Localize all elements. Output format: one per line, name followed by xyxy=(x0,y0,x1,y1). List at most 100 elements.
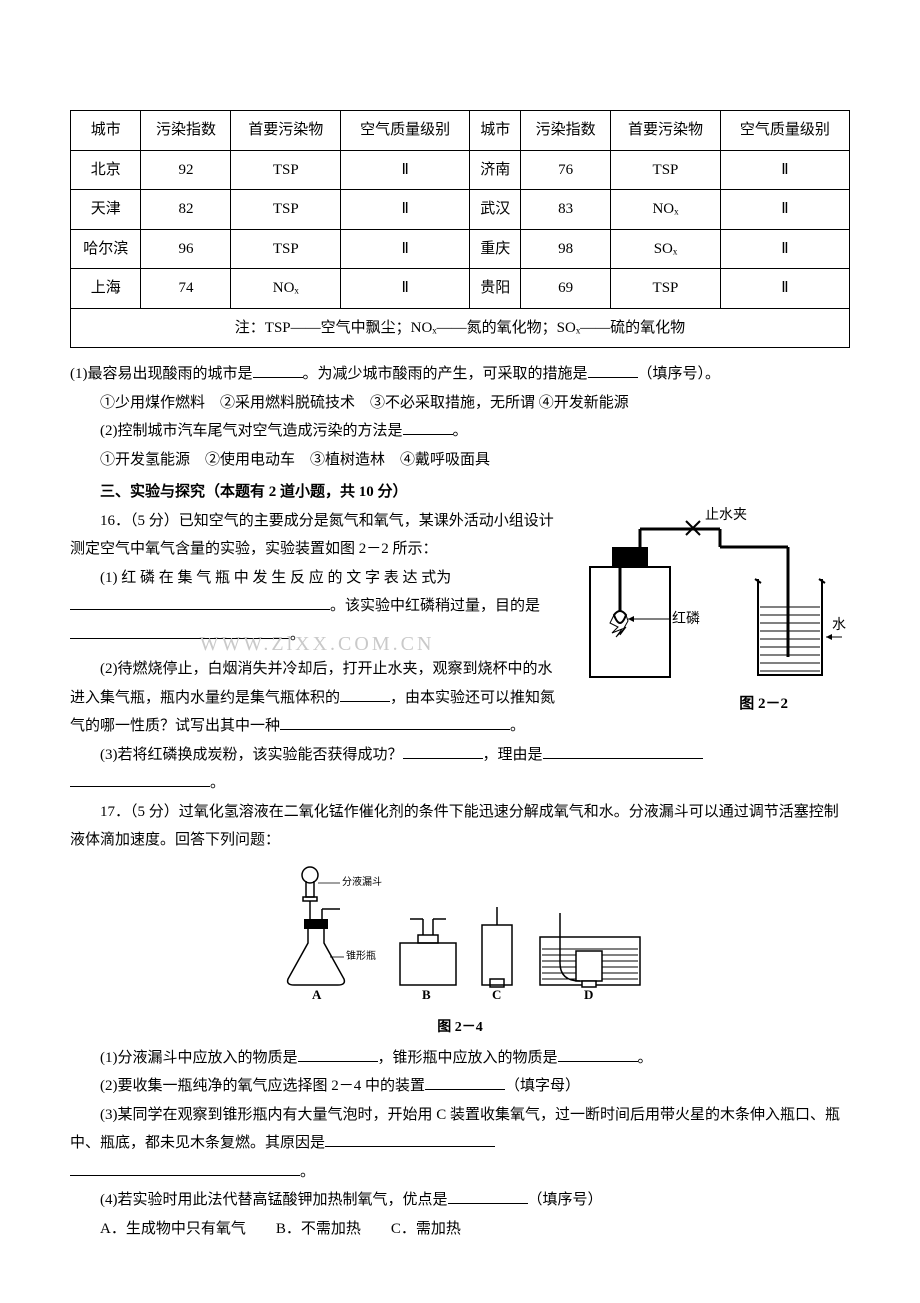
td: TSP xyxy=(611,150,721,190)
td: 哈尔滨 xyxy=(71,229,141,269)
table-footnote-row: 注：TSP——空气中飘尘；NOₓ——氮的氧化物；SOₓ——硫的氧化物 xyxy=(71,308,850,348)
td: 武汉 xyxy=(470,190,521,230)
text: 。 xyxy=(453,423,468,439)
q17-lead: 17．（5 分）过氧化氢溶液在二氧化锰作催化剂的条件下能迅速分解成氧气和水。分液… xyxy=(70,798,850,855)
th: 城市 xyxy=(71,111,141,151)
text: （填序号） xyxy=(528,1192,603,1208)
td: Ⅱ xyxy=(341,269,470,309)
td: 重庆 xyxy=(470,229,521,269)
td: TSP xyxy=(611,269,721,309)
label-A: A xyxy=(312,987,322,1002)
text: ，锥形瓶中应放入的物质是 xyxy=(378,1050,558,1066)
text: 。 xyxy=(638,1050,653,1066)
text: (2)要收集一瓶纯净的氧气应选择图 2－4 中的装置 xyxy=(100,1078,425,1094)
th: 空气质量级别 xyxy=(341,111,470,151)
td: NOₓ xyxy=(231,269,341,309)
th: 污染指数 xyxy=(521,111,611,151)
blank xyxy=(403,419,453,435)
label-flask: 锥形瓶 xyxy=(346,949,376,962)
apparatus-A: 分液漏斗 锥形瓶 A xyxy=(288,867,382,1002)
td: 济南 xyxy=(470,150,521,190)
td: SOₓ xyxy=(611,229,721,269)
td: 83 xyxy=(521,190,611,230)
td: TSP xyxy=(231,229,341,269)
label-funnel: 分液漏斗 xyxy=(342,875,382,888)
text: 。 xyxy=(300,1164,315,1180)
blank xyxy=(325,1131,495,1147)
td: TSP xyxy=(231,190,341,230)
td: Ⅱ xyxy=(341,150,470,190)
table-header-row: 城市 污染指数 首要污染物 空气质量级别 城市 污染指数 首要污染物 空气质量级… xyxy=(71,111,850,151)
td: 76 xyxy=(521,150,611,190)
label-B: B xyxy=(422,987,431,1002)
label-C: C xyxy=(492,987,501,1002)
table-row: 上海74NOₓⅡ贵阳69TSPⅡ xyxy=(71,269,850,309)
th: 首要污染物 xyxy=(231,111,341,151)
blank xyxy=(70,594,330,610)
td: Ⅱ xyxy=(341,229,470,269)
q17-3: (3)某同学在观察到锥形瓶内有大量气泡时，开始用 C 装置收集氧气，过一断时间后… xyxy=(70,1101,850,1187)
q17-1: (1)分液漏斗中应放入的物质是 ，锥形瓶中应放入的物质是 。 xyxy=(70,1044,850,1073)
figure-2-2-caption: 图 2－2 xyxy=(570,690,850,719)
td: 北京 xyxy=(71,150,141,190)
blank xyxy=(340,686,390,702)
table-row: 天津82TSPⅡ武汉83NOₓⅡ xyxy=(71,190,850,230)
td: 98 xyxy=(521,229,611,269)
figure-2-4: 分液漏斗 锥形瓶 A B C xyxy=(70,863,850,1042)
blank xyxy=(70,1160,300,1176)
text: （填序号）。 xyxy=(638,366,721,382)
td: 69 xyxy=(521,269,611,309)
q16-3: (3)若将红磷换成炭粉，该实验能否获得成功？ ，理由是。 xyxy=(70,741,850,798)
text: (3)若将红磷换成炭粉，该实验能否获得成功？ xyxy=(100,747,403,763)
apparatus-D: D xyxy=(540,913,640,1002)
td: 贵阳 xyxy=(470,269,521,309)
label-D: D xyxy=(584,987,593,1002)
text: 。该实验中红磷稍过量，目的是 xyxy=(330,598,540,614)
q-2-options: ①开发氢能源 ②使用电动车 ③植树造林 ④戴呼吸面具 xyxy=(70,446,850,475)
text: (1) 红 磷 在 集 气 瓶 中 发 生 反 应 的 文 字 表 达 式为 xyxy=(100,570,451,586)
blank xyxy=(253,362,303,378)
td: Ⅱ xyxy=(720,269,849,309)
q17-options: A．生成物中只有氧气 B．不需加热 C．需加热 xyxy=(70,1215,850,1244)
text: 。 xyxy=(210,775,225,791)
table-row: 哈尔滨96TSPⅡ重庆98SOₓⅡ xyxy=(71,229,850,269)
blank xyxy=(588,362,638,378)
watermark: WWW.ZlXX.COM.CN xyxy=(70,625,850,663)
blank xyxy=(425,1074,505,1090)
text: （填字母） xyxy=(505,1078,580,1094)
q-2-text: (2)控制城市汽车尾气对空气造成污染的方法是。 xyxy=(70,417,850,446)
td: 92 xyxy=(141,150,231,190)
text: ，理由是 xyxy=(483,747,543,763)
th: 首要污染物 xyxy=(611,111,721,151)
apparatus-C: C xyxy=(482,907,512,1002)
q-1-options: ①少用煤作燃料 ②采用燃料脱硫技术 ③不必采取措施，无所谓 ④开发新能源 xyxy=(70,389,850,418)
figure-2-4-svg: 分液漏斗 锥形瓶 A B C xyxy=(260,863,660,1003)
td: Ⅱ xyxy=(341,190,470,230)
blank xyxy=(298,1046,378,1062)
q17-4: (4)若实验时用此法代替高锰酸钾加热制氧气，优点是 （填序号） xyxy=(70,1186,850,1215)
td: Ⅱ xyxy=(720,190,849,230)
text: (1)分液漏斗中应放入的物质是 xyxy=(100,1050,298,1066)
th: 城市 xyxy=(470,111,521,151)
figure-2-4-caption: 图 2－4 xyxy=(70,1015,850,1042)
pollution-table: 城市 污染指数 首要污染物 空气质量级别 城市 污染指数 首要污染物 空气质量级… xyxy=(70,110,850,348)
q-1-text: (1)最容易出现酸雨的城市是 。为减少城市酸雨的产生，可采取的措施是 （填序号）。 xyxy=(70,360,850,389)
blank xyxy=(558,1046,638,1062)
blank xyxy=(448,1188,528,1204)
th: 空气质量级别 xyxy=(720,111,849,151)
label-clamp: 止水夹 xyxy=(705,507,747,523)
text: 。为减少城市酸雨的产生，可采取的措施是 xyxy=(303,366,588,382)
td: 上海 xyxy=(71,269,141,309)
text: (1)最容易出现酸雨的城市是 xyxy=(70,366,253,382)
text: (4)若实验时用此法代替高锰酸钾加热制氧气，优点是 xyxy=(100,1192,448,1208)
table-footnote: 注：TSP——空气中飘尘；NOₓ——氮的氧化物；SOₓ——硫的氧化物 xyxy=(71,308,850,348)
figure-2-2: 止水夹 红磷 水 图 2－2 xyxy=(570,507,850,719)
text: 。 xyxy=(510,718,525,734)
figure-2-2-svg: 止水夹 红磷 水 xyxy=(570,507,850,692)
blank xyxy=(280,714,510,730)
blank xyxy=(543,743,703,759)
td: NOₓ xyxy=(611,190,721,230)
table-body: 北京92TSPⅡ济南76TSPⅡ 天津82TSPⅡ武汉83NOₓⅡ 哈尔滨96T… xyxy=(71,150,850,348)
td: 74 xyxy=(141,269,231,309)
td: 天津 xyxy=(71,190,141,230)
